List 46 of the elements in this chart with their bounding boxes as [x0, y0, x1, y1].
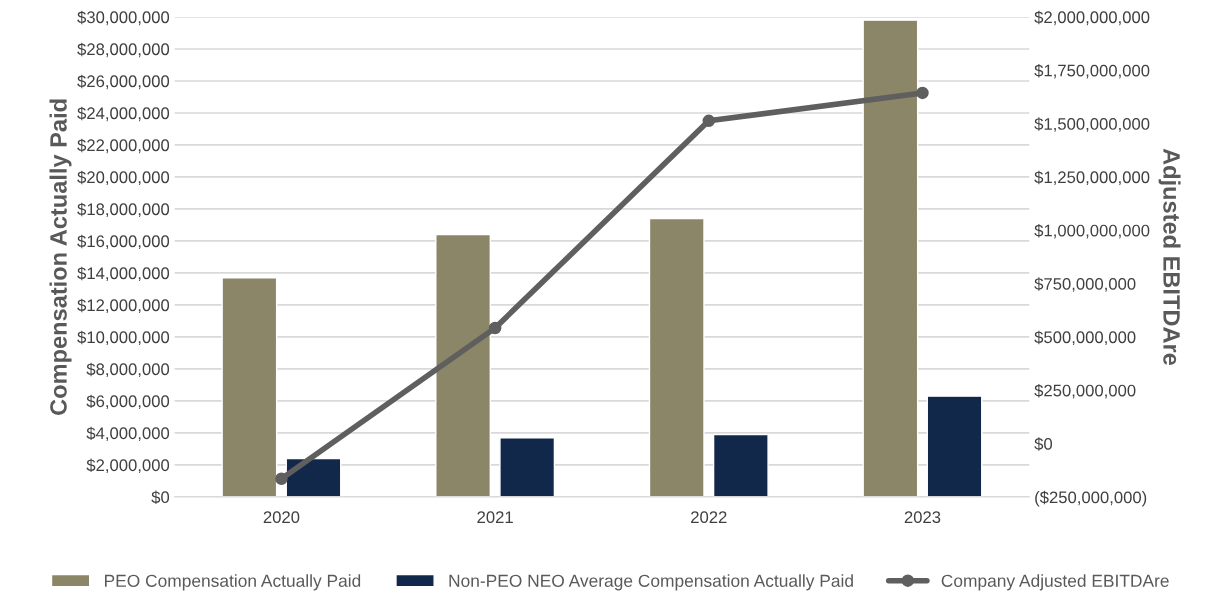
legend-label: Company Adjusted EBITDAre: [941, 574, 1169, 591]
x-tick-label: 2023: [904, 511, 941, 524]
y-tick-label: $16,000,000: [77, 234, 170, 250]
y-tick-label: $8,000,000: [86, 362, 170, 378]
y-tick-label: $20,000,000: [77, 170, 170, 186]
bar: [862, 19, 919, 497]
x-tick-label: 2022: [691, 511, 727, 524]
y2-tick-label: $1,500,000,000: [1034, 117, 1150, 132]
y2-tick-label: $2,000,000,000: [1034, 10, 1150, 26]
y2-axis-title: Adjusted EBITDAre: [1158, 148, 1181, 366]
y2-tick-label: $1,250,000,000: [1034, 170, 1150, 186]
y2-tick-label: $1,750,000,000: [1034, 64, 1150, 79]
y2-tick-label: $750,000,000: [1034, 277, 1136, 292]
bar: [712, 433, 769, 497]
y-tick-label: $26,000,000: [77, 74, 170, 90]
y-tick-label: $12,000,000: [77, 298, 170, 314]
y-tick-label: $4,000,000: [86, 426, 170, 442]
point: [916, 86, 929, 100]
y-tick-label: $30,000,000: [77, 10, 170, 26]
point: [702, 114, 716, 128]
bar: [499, 437, 556, 497]
y-tick-label: $14,000,000: [77, 266, 170, 282]
x-tick-label: 2021: [477, 511, 513, 524]
y2-tick-label: $250,000,000: [1034, 383, 1136, 399]
y2-tick-label: $0: [1034, 437, 1053, 451]
y2-tick-label: ($250,000,000): [1035, 490, 1147, 507]
legend-label: PEO Compensation Actually Paid: [105, 574, 361, 591]
x-tick-label: 2020: [263, 511, 300, 524]
bar: [926, 395, 983, 497]
y-axis-title: Compensation Actually Paid: [49, 99, 72, 415]
y-tick-label: $6,000,000: [86, 394, 170, 410]
y-tick-label: $2,000,000: [86, 458, 170, 474]
bar: [648, 217, 705, 497]
y-tick-label: $24,000,000: [77, 106, 170, 122]
y-tick-label: $18,000,000: [77, 202, 170, 218]
y2-tick-label: $500,000,000: [1034, 330, 1136, 346]
bar: [221, 277, 278, 497]
y-tick-label: $0: [151, 490, 170, 505]
point: [275, 472, 288, 486]
bar: [435, 233, 492, 497]
legend-label: Non-PEO NEO Average Compensation Actually Paid: [449, 574, 853, 591]
y-tick-label: $28,000,000: [77, 42, 170, 58]
y-tick-label: $22,000,000: [77, 138, 170, 154]
y2-tick-label: $1,000,000,000: [1034, 223, 1150, 239]
y-tick-label: $10,000,000: [77, 330, 170, 346]
point: [488, 321, 502, 335]
